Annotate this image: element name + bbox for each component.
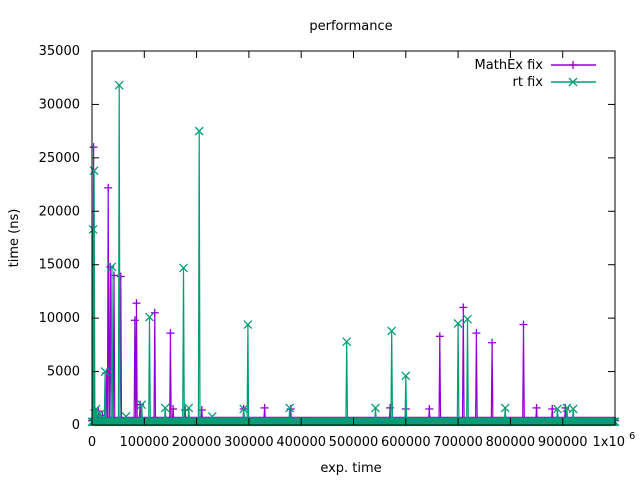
x-tick-label: 600000: [381, 435, 431, 450]
data-point: [342, 337, 352, 347]
data-point: [179, 263, 188, 273]
data-point: [160, 403, 170, 413]
data-point: [136, 400, 145, 409]
data-point: [435, 332, 444, 341]
data-point: [472, 329, 481, 338]
data-point: [500, 403, 510, 413]
data-point: [104, 183, 113, 192]
x-tick-label: 700000: [433, 435, 483, 450]
y-tick-label: 0: [72, 418, 80, 433]
y-axis-label: time (ns): [7, 209, 22, 268]
data-point: [260, 403, 269, 412]
data-point: [95, 409, 105, 419]
axis-layer: 0 5000 10000 15000 20000 25000 30000 35000 0 1000…: [39, 44, 636, 450]
data-point: [285, 403, 295, 413]
data-point: [561, 403, 570, 412]
y-tick-label: 30000: [39, 97, 80, 112]
data-point: [387, 326, 397, 336]
y-tick-label: 25000: [39, 151, 80, 166]
data-point: [184, 403, 194, 413]
x-tick-label: 800000: [486, 435, 536, 450]
data-point: [166, 329, 175, 338]
data-point: [91, 404, 101, 414]
x-tick-label: 200000: [172, 435, 222, 450]
data-point: [150, 308, 159, 317]
data-point: [130, 316, 139, 325]
x-tick-label: 300000: [224, 435, 274, 450]
data-point: [89, 166, 99, 176]
baseline-point: [609, 417, 619, 427]
data-point: [194, 126, 204, 136]
data-point: [568, 404, 578, 414]
legend-item: rt fix: [513, 75, 596, 90]
x-axis-label: exp. time: [320, 461, 381, 476]
data-point: [100, 367, 110, 377]
data-point: [243, 320, 253, 330]
y-tick-label: 10000: [39, 311, 80, 326]
x-exponent-label: 6: [629, 431, 635, 442]
data-point: [453, 319, 463, 328]
legend: MathEx fix rt fix: [475, 58, 596, 90]
data-point: [463, 314, 472, 324]
legend-label: MathEx fix: [475, 58, 544, 73]
data-point: [132, 299, 141, 308]
data-point: [106, 262, 115, 271]
data-point: [553, 404, 562, 414]
chart-title: performance: [309, 19, 392, 34]
legend-marker: [569, 61, 577, 69]
data-point: [107, 262, 117, 272]
series-layer: [87, 80, 620, 427]
data-point: [519, 320, 528, 329]
y-tick-label: 15000: [39, 258, 80, 273]
x-tick-label: 500000: [329, 435, 379, 450]
data-point: [197, 406, 206, 415]
y-tick-label: 35000: [39, 44, 80, 59]
x-tick-label: 0: [88, 435, 96, 450]
data-point: [88, 224, 98, 234]
series-rt-fix: [87, 80, 620, 427]
data-point: [169, 404, 178, 413]
data-point: [488, 338, 497, 347]
data-point: [548, 404, 557, 413]
data-point: [239, 404, 249, 414]
data-point: [371, 403, 380, 413]
data-point: [121, 411, 131, 421]
legend-marker: [568, 77, 578, 87]
y-tick-label: 20000: [39, 204, 80, 219]
legend-item: MathEx fix: [475, 58, 596, 73]
data-point: [532, 403, 541, 412]
x-tick-label: 100000: [119, 435, 169, 450]
data-point: [116, 272, 125, 281]
baseline-point: [606, 417, 616, 427]
x-tick-label: 400000: [276, 435, 326, 450]
data-point: [425, 404, 434, 413]
data-point: [145, 312, 154, 322]
data-point: [207, 411, 217, 421]
legend-label: rt fix: [513, 75, 544, 90]
data-point: [137, 400, 147, 410]
x-tick-label: 900000: [538, 435, 588, 450]
data-point: [401, 371, 411, 381]
x-tick-label: 1x10: [592, 435, 625, 450]
data-point: [89, 143, 98, 152]
data-point: [459, 303, 468, 312]
data-point: [114, 80, 124, 90]
y-tick-label: 5000: [47, 365, 80, 380]
